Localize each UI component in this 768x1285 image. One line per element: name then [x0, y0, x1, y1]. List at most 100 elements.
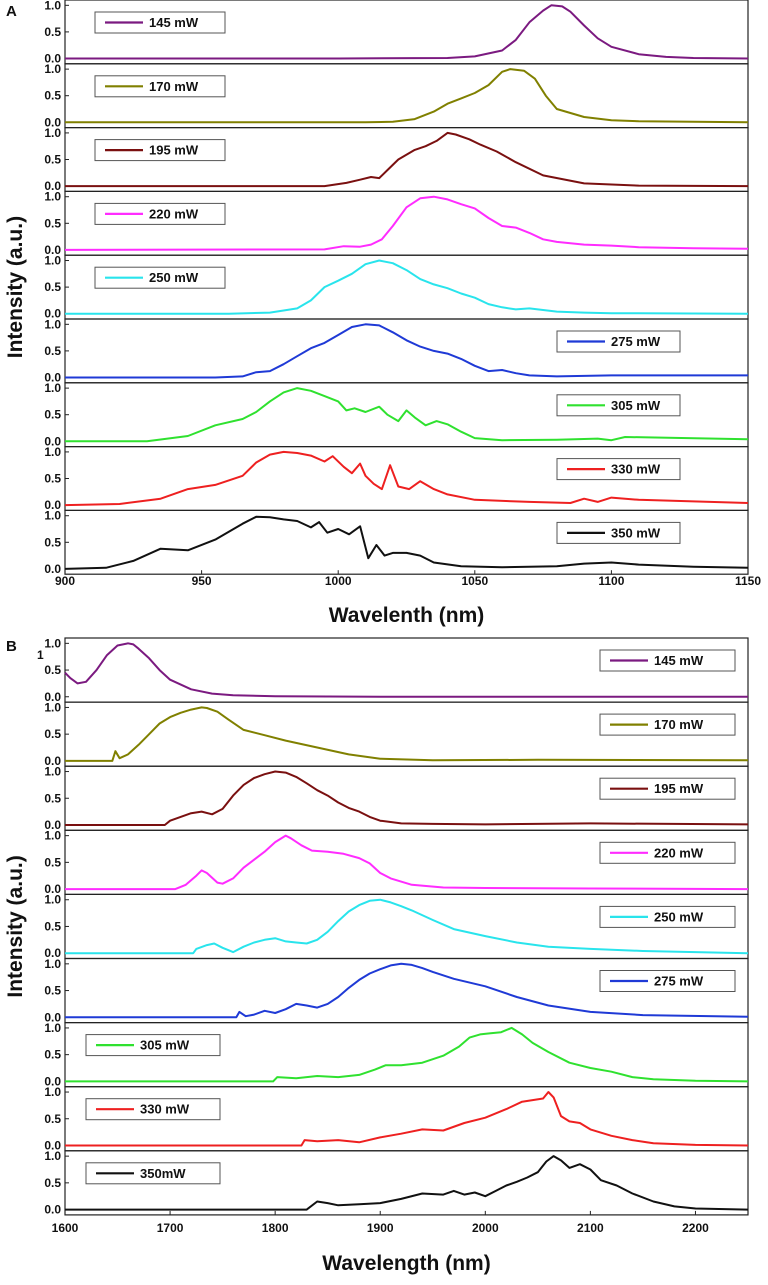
- x-tick-label: 1100: [598, 574, 624, 588]
- legend-box: [556, 458, 681, 481]
- x-tick-label: 1900: [367, 1221, 394, 1235]
- y-tick-label: 0.0: [44, 370, 61, 384]
- series-line-330-mw: [65, 1091, 749, 1147]
- y-tick-label: 1.0: [44, 509, 61, 523]
- y-tick-label: 0.0: [44, 818, 61, 832]
- x-tick-label: 1050: [461, 574, 488, 588]
- series-line-170-mw: [65, 706, 749, 762]
- legend-label: 330 mW: [140, 1102, 190, 1117]
- y-tick-label: 0.5: [44, 1112, 61, 1126]
- y-tick-label: 0.5: [44, 855, 61, 869]
- legend: 170 mW: [599, 713, 736, 736]
- legend-label: 275 mW: [654, 974, 704, 989]
- legend-box: [94, 75, 226, 98]
- legend-box: [85, 1034, 221, 1057]
- y-tick-label: 1.0: [44, 445, 61, 459]
- y-tick-label: 1.0: [44, 1085, 61, 1099]
- series-line-220-mw: [65, 834, 749, 891]
- legend-label: 305 mW: [611, 398, 661, 413]
- y-tick-label: 0.0: [44, 115, 61, 129]
- x-tick-label: 2100: [577, 1221, 604, 1235]
- y-tick-label: 0.5: [44, 472, 61, 486]
- x-tick-label: 1000: [325, 574, 352, 588]
- legend-label: 220 mW: [654, 845, 704, 860]
- y-tick-label: 0.0: [44, 307, 61, 321]
- legend: 350mW: [85, 1162, 221, 1185]
- legend: 250 mW: [599, 905, 736, 928]
- legend-box: [556, 521, 681, 544]
- y-tick-label: 1.0: [44, 829, 61, 843]
- y-tick-label: 0.0: [44, 1203, 61, 1217]
- y-tick-label: 0.0: [44, 562, 61, 576]
- legend-label: 275 mW: [611, 334, 661, 349]
- x-tick-label: 900: [55, 574, 75, 588]
- y-axis-label: Intensity (a.u.): [4, 855, 27, 997]
- y-tick-label: 0.5: [44, 25, 61, 39]
- series-line-350-mw: [64, 515, 749, 570]
- x-axis-label: Wavelength (nm): [322, 1252, 490, 1275]
- legend-label: 250 mW: [654, 909, 704, 924]
- legend-box: [94, 202, 226, 225]
- y-tick-label: 1.0: [44, 317, 61, 331]
- legend: 330 mW: [85, 1098, 221, 1121]
- legend: 220 mW: [599, 841, 736, 864]
- legend-label: 170 mW: [149, 79, 199, 94]
- stray-tick-label: 1: [37, 648, 44, 662]
- y-tick-label: 1.0: [44, 957, 61, 971]
- legend: 195 mW: [599, 777, 736, 800]
- legend-box: [599, 905, 736, 928]
- y-tick-label: 0.5: [44, 727, 61, 741]
- legend: 305 mW: [556, 394, 681, 417]
- legend-label: 170 mW: [654, 717, 704, 732]
- series-line-170-mw: [65, 68, 749, 124]
- series-line-250-mw: [65, 898, 749, 955]
- y-tick-label: 1.0: [44, 700, 61, 714]
- x-tick-label: 1800: [262, 1221, 289, 1235]
- legend-label: 195 mW: [149, 143, 199, 158]
- y-tick-label: 0.5: [44, 791, 61, 805]
- legend-box: [94, 266, 226, 289]
- series-line-275-mw: [65, 962, 749, 1019]
- y-tick-label: 0.5: [44, 408, 61, 422]
- panel-a: A 0.0 0.5 1.0 145 mW 0.0 0.5 1.0 170 mW 0.0 0.5 1.0…: [4, 0, 761, 627]
- y-tick-label: 0.5: [44, 344, 61, 358]
- legend-box: [599, 970, 736, 992]
- y-tick-label: 0.5: [44, 535, 61, 549]
- y-tick-label: 0.0: [44, 882, 61, 896]
- x-tick-label: 950: [192, 574, 212, 588]
- y-tick-label: 1.0: [44, 381, 61, 395]
- legend-label: 145 mW: [654, 653, 704, 668]
- y-tick-label: 0.5: [44, 919, 61, 933]
- y-tick-label: 0.0: [44, 1074, 61, 1088]
- y-tick-label: 0.0: [44, 1010, 61, 1024]
- legend-box: [94, 11, 226, 34]
- series-line-250-mw: [65, 259, 749, 315]
- panel-letter: B: [6, 638, 17, 655]
- legend-box: [599, 713, 736, 736]
- legend-box: [556, 394, 681, 417]
- y-tick-label: 0.5: [44, 216, 61, 230]
- y-tick-label: 0.5: [44, 1048, 61, 1062]
- y-tick-label: 1.0: [44, 190, 61, 204]
- panel-b: B 0.0 0.5 1.0 145 mW 0.0 0.5 1.0 170 mW 0.0 0.5 1.0…: [4, 636, 749, 1275]
- legend-box: [85, 1098, 221, 1121]
- y-tick-label: 0.0: [44, 754, 61, 768]
- legend: 145 mW: [94, 11, 226, 34]
- series-line-220-mw: [64, 195, 749, 251]
- series-line-145-mw: [65, 4, 749, 60]
- legend: 275 mW: [599, 970, 736, 992]
- x-axis-label: Wavelenth (nm): [329, 604, 485, 627]
- y-tick-label: 0.5: [44, 984, 61, 998]
- legend-label: 195 mW: [654, 781, 704, 796]
- legend: 170 mW: [94, 75, 226, 98]
- x-tick-label: 1700: [157, 1221, 184, 1235]
- y-tick-label: 0.0: [44, 1138, 61, 1152]
- y-axis-label: Intensity (a.u.): [4, 216, 27, 358]
- legend-box: [599, 777, 736, 800]
- y-tick-label: 1.0: [44, 636, 61, 650]
- y-tick-label: 0.0: [44, 179, 61, 193]
- series-line-305-mw: [65, 1026, 749, 1083]
- y-tick-label: 1.0: [44, 1149, 61, 1163]
- y-tick-label: 1.0: [44, 126, 61, 140]
